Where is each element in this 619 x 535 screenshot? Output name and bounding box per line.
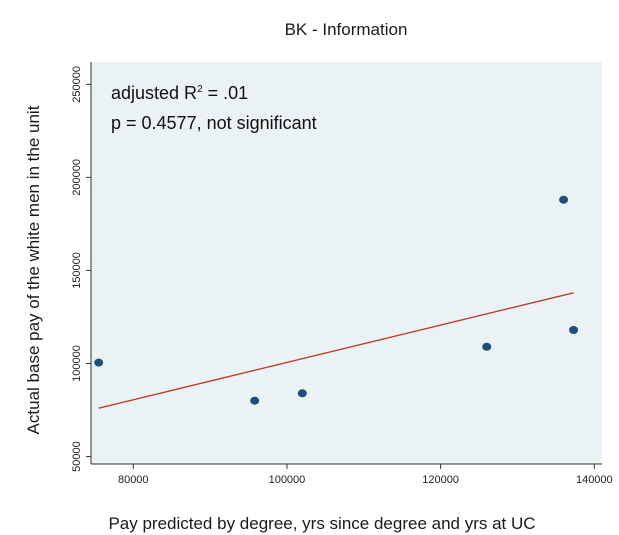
data-point — [569, 326, 579, 334]
y-tick-label: 100000 — [71, 345, 83, 382]
r2-superscript: 2 — [197, 84, 203, 95]
x-tick-label: 80000 — [118, 474, 149, 486]
x-axis-ticks: 80000 100000 120000 140000 — [118, 464, 613, 486]
y-axis-label: Actual base pay of the white men in the … — [24, 105, 43, 434]
data-points — [94, 195, 579, 405]
y-tick-label: 150000 — [71, 252, 83, 289]
y-tick-label: 200000 — [71, 159, 83, 196]
annotation-p-value: p = 0.4577, not significant — [111, 113, 317, 133]
x-tick-label: 100000 — [269, 474, 306, 486]
y-tick-label: 50000 — [71, 441, 83, 472]
data-point — [559, 195, 569, 204]
y-axis-ticks: 50000 100000 150000 200000 250000 — [71, 66, 91, 472]
data-point — [297, 389, 307, 398]
plot-area — [91, 62, 602, 464]
data-point — [94, 358, 104, 367]
annotation-adjusted-r2: adjusted R2 = .01 — [111, 83, 248, 103]
data-point — [250, 396, 260, 405]
chart-title: BK - Information — [285, 20, 408, 39]
x-tick-label: 120000 — [422, 474, 459, 486]
x-axis-label: Pay predicted by degree, yrs since degre… — [108, 514, 535, 533]
data-point — [482, 342, 492, 351]
fit-line — [98, 292, 574, 409]
x-tick-label: 140000 — [576, 474, 613, 486]
y-tick-label: 250000 — [71, 66, 83, 103]
